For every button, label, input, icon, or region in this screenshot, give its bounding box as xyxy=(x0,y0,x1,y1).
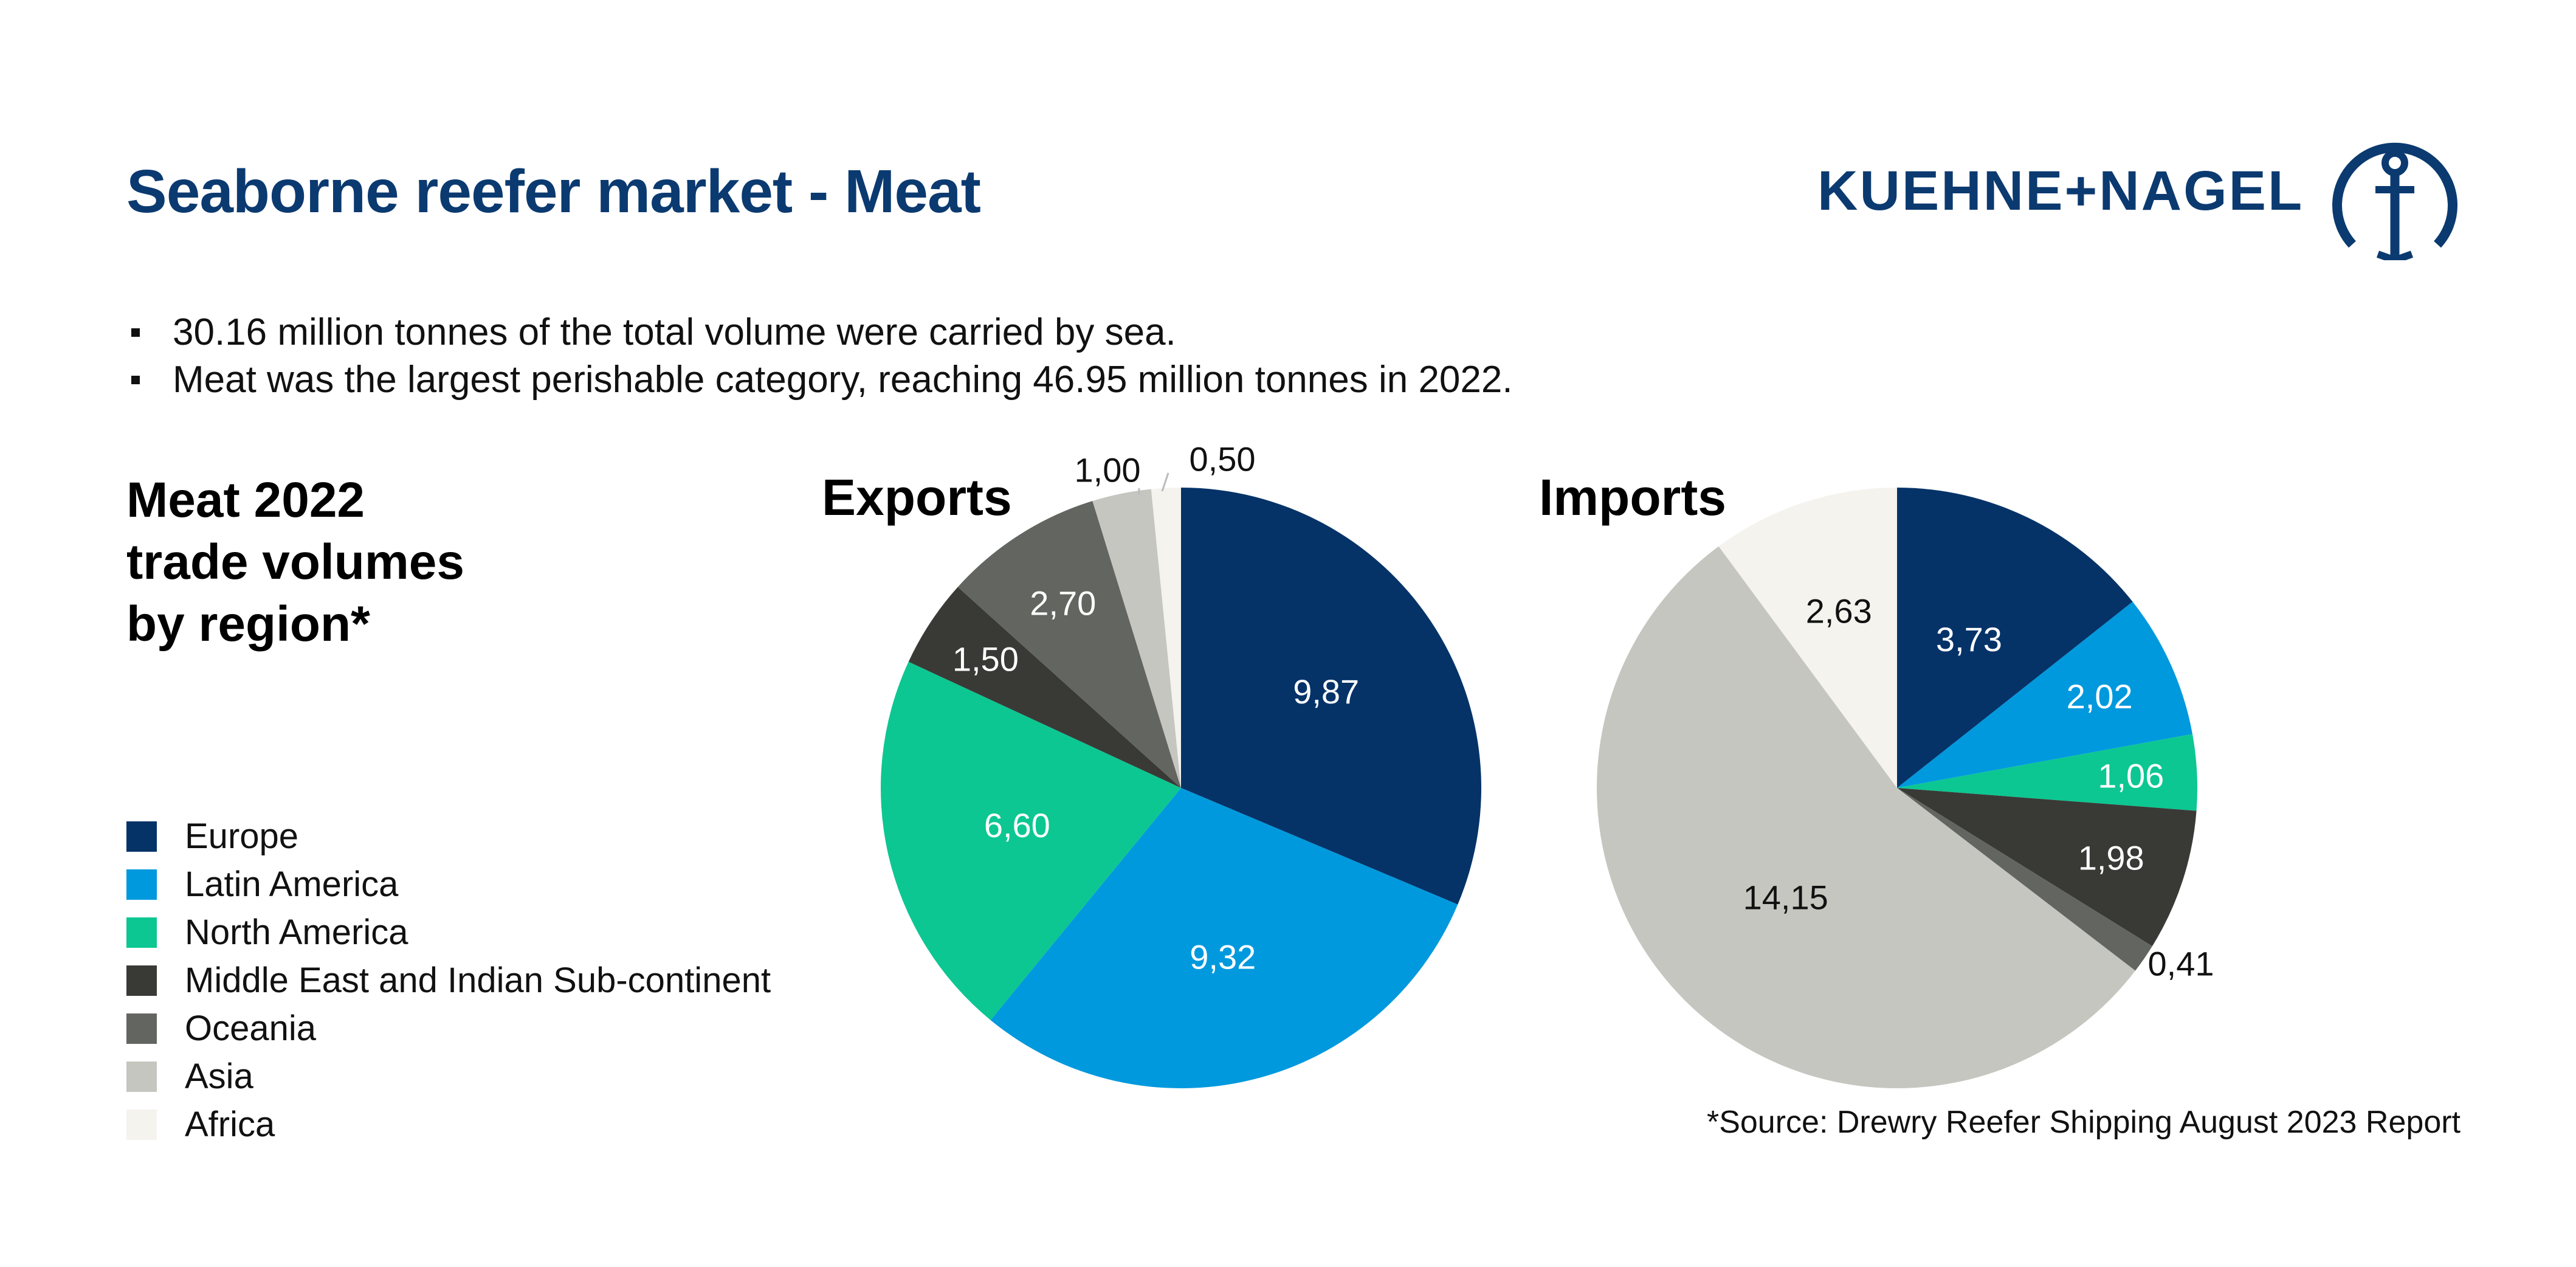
imports-value-label-europe: 3,73 xyxy=(1936,620,2002,658)
page-title: Seaborne reefer market - Meat xyxy=(126,157,981,226)
imports-slice-oceania xyxy=(1897,788,2152,971)
imports-slice-latin-america xyxy=(1897,601,2193,788)
imports-value-label-middle-east-and-indian-sub-continent: 1,98 xyxy=(2078,839,2144,877)
imports-value-label-latin-america: 2,02 xyxy=(2067,677,2133,716)
legend-swatch xyxy=(126,1061,157,1092)
exports-value-label-africa: 0,50 xyxy=(1190,440,1256,478)
legend-label: North America xyxy=(185,913,408,952)
chart-legend: Europe Latin America North America Middl… xyxy=(126,812,771,1148)
kuehne-nagel-logo: KUEHNE+NAGEL xyxy=(1817,122,2462,268)
exports-value-label-north-america: 6,60 xyxy=(984,806,1050,844)
heading-line: by region* xyxy=(126,596,370,652)
imports-slice-asia xyxy=(1596,546,2136,1089)
imports-slice-europe xyxy=(1897,488,2133,788)
exports-slice-europe xyxy=(1181,488,1481,905)
legend-swatch xyxy=(126,869,157,900)
source-note: *Source: Drewry Reefer Shipping August 2… xyxy=(1706,1105,2461,1140)
imports-value-label-africa: 2,63 xyxy=(1806,592,1872,630)
legend-item-europe: Europe xyxy=(126,812,771,860)
exports-slice-middle-east-and-indian-sub-continent xyxy=(908,587,1181,788)
legend-swatch xyxy=(126,917,157,948)
imports-value-label-oceania: 0,41 xyxy=(2148,945,2214,983)
summary-bullets: 30.16 million tonnes of the total volume… xyxy=(126,309,1513,404)
exports-value-label-asia: 1,00 xyxy=(1075,451,1141,489)
imports-slice-middle-east-and-indian-sub-continent xyxy=(1897,788,2197,947)
anchor-icon xyxy=(2332,142,2457,260)
legend-item-north-america: North America xyxy=(126,908,771,956)
imports-value-label-north-america: 1,06 xyxy=(2098,756,2164,795)
legend-item-africa: Africa xyxy=(126,1100,771,1148)
bullet-item: Meat was the largest perishable category… xyxy=(126,356,1513,404)
imports-slice-north-america xyxy=(1897,734,2197,811)
exports-value-label-europe: 9,87 xyxy=(1293,672,1359,711)
legend-swatch xyxy=(126,965,157,996)
legend-label: Africa xyxy=(185,1105,275,1144)
exports-slice-asia xyxy=(1092,489,1181,788)
imports-chart-title: Imports xyxy=(1539,469,1727,526)
exports-value-label-middle-east-and-indian-sub-continent: 1,50 xyxy=(952,640,1019,678)
heading-line: trade volumes xyxy=(126,534,464,590)
legend-swatch xyxy=(126,1013,157,1044)
legend-label: Asia xyxy=(185,1057,253,1096)
exports-slice-africa xyxy=(1151,488,1181,788)
legend-swatch xyxy=(126,1109,157,1140)
exports-value-label-latin-america: 9,32 xyxy=(1190,938,1256,976)
exports-slice-latin-america xyxy=(990,788,1458,1089)
exports-slice-north-america xyxy=(880,661,1181,1020)
bullet-item: 30.16 million tonnes of the total volume… xyxy=(126,309,1513,356)
logo-wordmark: KUEHNE+NAGEL xyxy=(1817,160,2304,222)
exports-slice-oceania xyxy=(957,500,1181,788)
imports-value-label-asia: 14,15 xyxy=(1743,878,1828,916)
legend-swatch xyxy=(126,821,157,852)
heading-line: Meat 2022 xyxy=(126,472,365,528)
exports-value-label-oceania: 2,70 xyxy=(1030,584,1096,623)
legend-item-asia: Asia xyxy=(126,1052,771,1100)
legend-item-middle-east: Middle East and Indian Sub-continent xyxy=(126,956,771,1004)
legend-label: Oceania xyxy=(185,1009,317,1048)
legend-label: Europe xyxy=(185,816,299,856)
legend-item-latin-america: Latin America xyxy=(126,860,771,908)
imports-slice-africa xyxy=(1718,488,1897,788)
legend-label: Middle East and Indian Sub-continent xyxy=(185,961,771,1000)
legend-item-oceania: Oceania xyxy=(126,1004,771,1052)
legend-label: Latin America xyxy=(185,865,399,904)
label-leader-line xyxy=(1161,472,1169,492)
section-heading: Meat 2022 trade volumes by region* xyxy=(126,469,588,655)
exports-chart-title: Exports xyxy=(822,469,1012,526)
